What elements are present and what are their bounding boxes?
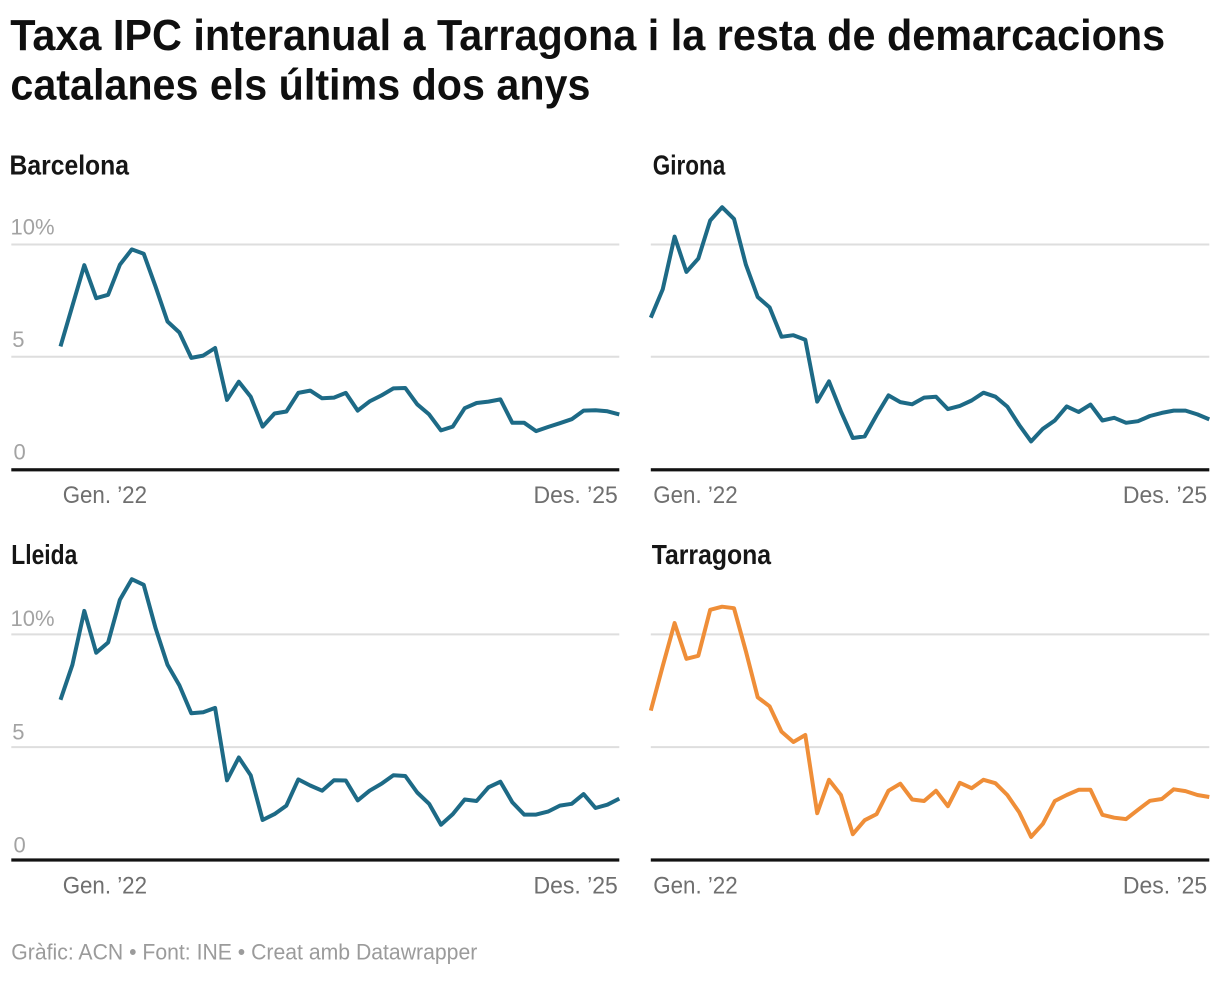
svg-text:Des. ’25: Des. ’25	[1123, 873, 1207, 900]
svg-text:0: 0	[14, 833, 26, 858]
svg-text:Gen. ’22: Gen. ’22	[63, 482, 147, 509]
svg-text:Des. ’25: Des. ’25	[1123, 482, 1207, 509]
svg-text:Des. ’25: Des. ’25	[534, 873, 618, 900]
svg-text:Des. ’25: Des. ’25	[534, 482, 618, 509]
svg-text:5: 5	[12, 327, 24, 352]
svg-text:Lleida: Lleida	[11, 539, 78, 570]
svg-text:Girona: Girona	[653, 149, 726, 180]
svg-text:catalanes els últims dos anys: catalanes els últims dos anys	[10, 60, 590, 109]
svg-text:Gen. ’22: Gen. ’22	[653, 873, 737, 900]
svg-text:10%: 10%	[11, 215, 55, 240]
svg-text:Gen. ’22: Gen. ’22	[653, 482, 737, 509]
svg-text:Gen. ’22: Gen. ’22	[63, 873, 147, 900]
svg-text:Barcelona: Barcelona	[10, 149, 130, 180]
svg-text:Gràfic: ACN • Font: INE • Crea: Gràfic: ACN • Font: INE • Creat amb Data…	[11, 939, 477, 964]
svg-text:10%: 10%	[11, 606, 55, 631]
svg-text:Taxa IPC interanual a Tarragon: Taxa IPC interanual a Tarragona i la res…	[10, 11, 1165, 60]
svg-text:0: 0	[14, 439, 26, 464]
svg-text:5: 5	[12, 720, 24, 745]
svg-text:Tarragona: Tarragona	[652, 539, 772, 570]
